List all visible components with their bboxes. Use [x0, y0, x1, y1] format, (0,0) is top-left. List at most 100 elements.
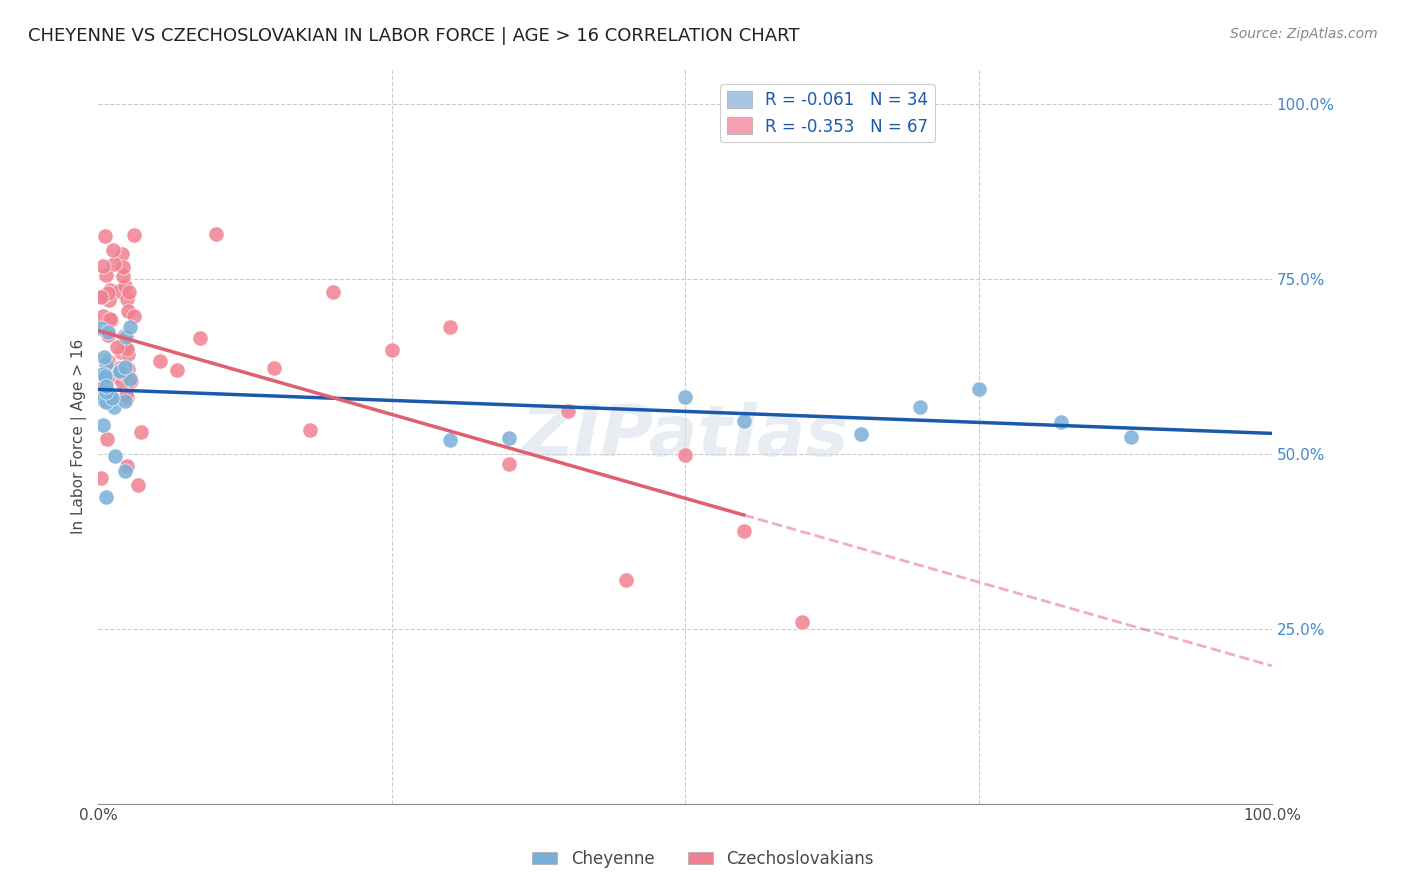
Point: [96, 268, 118, 282]
Point: [381, 343, 404, 357]
Point: [298, 423, 321, 437]
Point: [97, 325, 120, 339]
Point: [96, 384, 118, 398]
Point: [108, 361, 131, 376]
Point: [91, 289, 114, 303]
Point: [439, 433, 461, 447]
Point: [93, 228, 115, 243]
Point: [120, 371, 142, 385]
Point: [90, 290, 112, 304]
Point: [110, 345, 132, 359]
Point: [101, 244, 124, 258]
Point: [93, 350, 115, 364]
Point: [115, 388, 138, 402]
Point: [120, 375, 142, 389]
Point: [103, 257, 125, 271]
Point: [96, 374, 118, 388]
Point: [94, 395, 117, 409]
Point: [263, 360, 285, 375]
Point: [97, 369, 120, 384]
Point: [122, 227, 145, 242]
Point: [93, 391, 115, 405]
Legend: R = -0.061   N = 34, R = -0.353   N = 67: R = -0.061 N = 34, R = -0.353 N = 67: [720, 84, 935, 142]
Point: [1119, 430, 1142, 444]
Point: [908, 401, 931, 415]
Point: [117, 361, 139, 376]
Text: ZIPatlas: ZIPatlas: [522, 401, 849, 471]
Point: [108, 364, 131, 378]
Point: [117, 390, 139, 404]
Point: [114, 329, 136, 343]
Point: [107, 366, 129, 380]
Point: [114, 340, 136, 354]
Point: [498, 457, 520, 471]
Point: [105, 368, 128, 383]
Point: [115, 330, 138, 344]
Point: [91, 309, 114, 323]
Point: [616, 574, 638, 588]
Point: [97, 285, 120, 300]
Point: [117, 346, 139, 360]
Point: [100, 313, 122, 327]
Point: [96, 432, 118, 446]
Point: [103, 400, 125, 414]
Point: [792, 615, 814, 629]
Point: [96, 357, 118, 371]
Point: [114, 278, 136, 293]
Point: [149, 354, 172, 368]
Point: [100, 389, 122, 403]
Point: [114, 359, 136, 374]
Point: [108, 285, 131, 299]
Point: [98, 283, 121, 297]
Point: [98, 311, 121, 326]
Point: [97, 353, 120, 368]
Point: [98, 391, 121, 405]
Legend: Cheyenne, Czechoslovakians: Cheyenne, Czechoslovakians: [526, 844, 880, 875]
Point: [110, 363, 132, 377]
Point: [110, 364, 132, 378]
Point: [673, 390, 696, 404]
Point: [733, 414, 755, 428]
Point: [115, 458, 138, 473]
Point: [557, 404, 579, 418]
Point: [188, 331, 211, 345]
Y-axis label: In Labor Force | Age > 16: In Labor Force | Age > 16: [72, 338, 87, 533]
Point: [101, 391, 124, 405]
Point: [122, 310, 145, 324]
Point: [204, 227, 226, 241]
Point: [96, 490, 118, 504]
Point: [118, 285, 141, 299]
Point: [93, 368, 115, 382]
Point: [114, 464, 136, 478]
Point: [439, 319, 461, 334]
Point: [849, 426, 872, 441]
Point: [90, 320, 112, 334]
Point: [91, 260, 114, 274]
Point: [115, 368, 138, 382]
Point: [322, 285, 344, 299]
Text: Source: ZipAtlas.com: Source: ZipAtlas.com: [1230, 27, 1378, 41]
Point: [111, 247, 134, 261]
Point: [91, 417, 114, 432]
Point: [94, 369, 117, 384]
Point: [112, 269, 135, 284]
Point: [673, 449, 696, 463]
Point: [128, 477, 150, 491]
Point: [98, 293, 121, 307]
Point: [104, 449, 127, 463]
Point: [118, 320, 141, 334]
Point: [111, 375, 134, 389]
Point: [93, 392, 115, 407]
Point: [117, 304, 139, 318]
Point: [97, 328, 120, 343]
Point: [498, 431, 520, 445]
Point: [112, 260, 135, 274]
Point: [117, 293, 139, 307]
Point: [129, 425, 152, 440]
Point: [94, 379, 117, 393]
Point: [93, 378, 115, 392]
Point: [1049, 415, 1071, 429]
Point: [96, 385, 118, 400]
Point: [733, 524, 755, 538]
Point: [93, 368, 115, 382]
